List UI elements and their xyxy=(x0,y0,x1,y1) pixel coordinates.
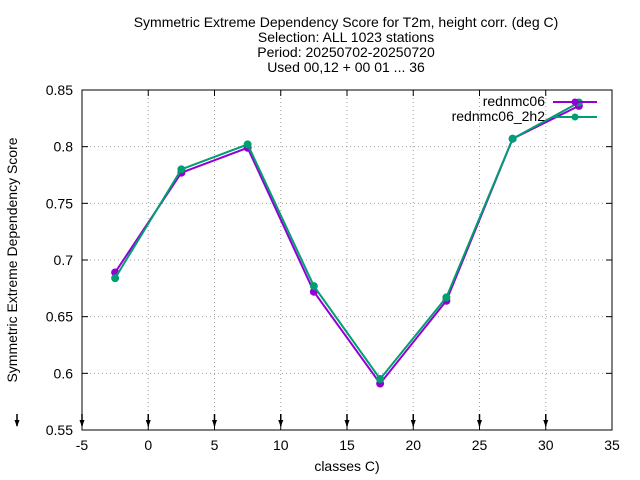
x-tick-label: 35 xyxy=(604,437,620,453)
series-1 xyxy=(111,101,583,388)
title-line-3: Period: 20250702-20250720 xyxy=(257,44,435,60)
legend-label-series-2: rednmc06_2h2 xyxy=(452,108,546,124)
bottom-marker xyxy=(410,414,416,427)
x-tick-label: 20 xyxy=(405,437,421,453)
data-point xyxy=(111,274,120,283)
bottom-marker xyxy=(212,414,217,427)
data-point xyxy=(177,165,186,174)
legend: rednmc06 rednmc06_2h2 xyxy=(452,93,597,124)
bottom-marker xyxy=(79,414,85,427)
y-tick-label: 0.85 xyxy=(46,82,73,98)
bottom-marker xyxy=(145,414,151,427)
chart-title: Symmetric Extreme Dependency Score for T… xyxy=(134,14,559,75)
bottom-marker xyxy=(543,414,549,427)
x-tick-label: 15 xyxy=(339,437,355,453)
data-point xyxy=(243,140,252,149)
y-tick-label: 0.55 xyxy=(46,422,73,438)
data-point xyxy=(508,134,517,143)
y-tick-label: 0.65 xyxy=(46,309,73,325)
series-2 xyxy=(111,98,583,383)
x-axis-label: classes C) xyxy=(314,458,379,474)
y-axis-label: Symmetric Extreme Dependency Score xyxy=(4,137,20,382)
y-tick-label: 0.75 xyxy=(46,195,73,211)
legend-marker-series-1 xyxy=(571,98,579,106)
x-tick-label: 10 xyxy=(273,437,289,453)
y-tick-label: 0.8 xyxy=(54,139,74,155)
data-point xyxy=(376,375,385,383)
y-tick-label: 0.7 xyxy=(54,252,74,268)
data-point xyxy=(309,282,318,291)
x-tick-label: 0 xyxy=(144,437,152,453)
x-tick-label: 30 xyxy=(538,437,554,453)
x-tick-labels: -5 0 5 10 15 20 25 30 35 xyxy=(76,437,620,453)
title-line-4: Used 00,12 + 00 01 ... 36 xyxy=(267,59,425,75)
bottom-marker xyxy=(278,414,284,427)
legend-marker-series-2 xyxy=(571,113,579,121)
bottom-marker xyxy=(14,414,20,427)
y-tick-label: 0.6 xyxy=(54,365,74,381)
title-line-1: Symmetric Extreme Dependency Score for T… xyxy=(134,14,559,30)
legend-label-series-1: rednmc06 xyxy=(483,93,545,109)
x-tick-label: -5 xyxy=(76,437,89,453)
bottom-marker xyxy=(344,414,350,427)
series-line xyxy=(114,101,580,381)
title-line-2: Selection: ALL 1023 stations xyxy=(258,29,434,45)
x-tick-label: 25 xyxy=(472,437,488,453)
y-tick-labels: 0.55 0.6 0.65 0.7 0.75 0.8 0.85 xyxy=(46,82,73,438)
grid xyxy=(82,90,612,430)
bottom-marker xyxy=(477,414,482,427)
data-point xyxy=(442,293,451,302)
x-tick-label: 5 xyxy=(211,437,219,453)
series xyxy=(111,98,583,388)
bottom-markers xyxy=(14,414,549,427)
